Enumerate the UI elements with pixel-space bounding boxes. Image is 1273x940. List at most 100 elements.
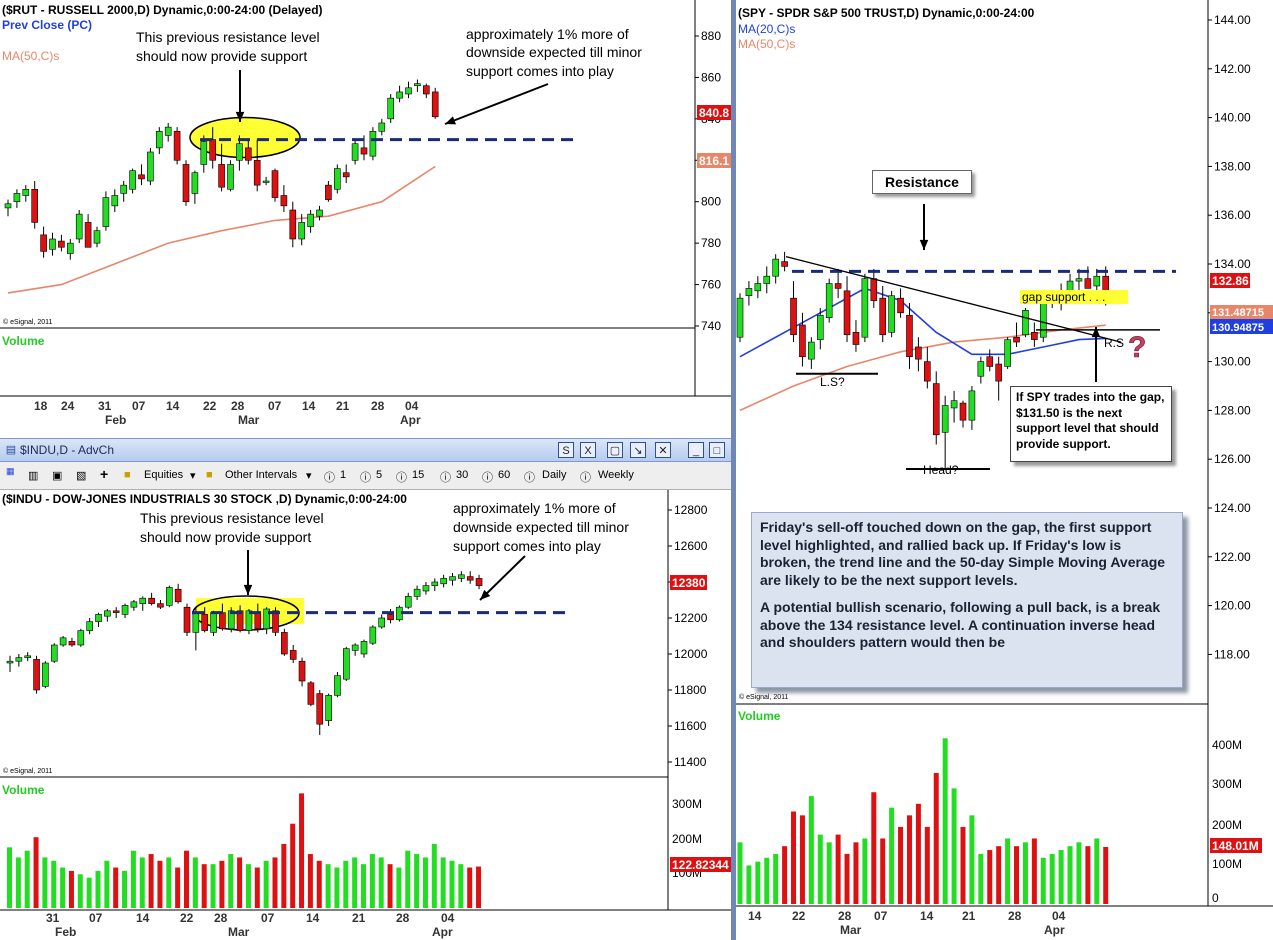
interval-15-icon[interactable]: ⓘ [396, 472, 407, 484]
gap-support-callout: If SPY trades into the gap, $131.50 is t… [1010, 386, 1172, 462]
indu-annotation-right-2: downside expected till minor [453, 519, 629, 535]
pin-icon[interactable]: ✕ [655, 442, 671, 458]
indu-volume-bar [458, 864, 464, 908]
spy-volume-bar [1005, 838, 1011, 904]
daily-button[interactable]: Daily [542, 469, 567, 481]
spy-x-tick-label: 21 [962, 909, 976, 923]
indu-volume-bar [157, 860, 163, 908]
spy-volume-bar [808, 796, 814, 904]
spy-y-tick-label: 136.00 [1214, 208, 1251, 222]
rut-ma50-line [7, 165, 436, 294]
spy-volume-bar [782, 846, 788, 904]
link-button-icon[interactable]: ▦ [6, 466, 15, 476]
save-icon[interactable]: ▣ [52, 470, 63, 482]
indu-candle-body [449, 576, 456, 581]
spy-volume-bar [826, 842, 832, 904]
indu-x-tick-label: 31 [46, 911, 60, 925]
equities-menu[interactable]: Equities [144, 469, 184, 481]
interval-1-button[interactable]: 1 [340, 469, 347, 481]
spy-candle-body [736, 297, 744, 338]
spy-volume-bar [978, 853, 984, 904]
rut-ma-label: MA(50,C)s [2, 49, 59, 63]
rut-candle-body [13, 193, 21, 203]
indu-volume-bar [219, 860, 225, 908]
rut-candle-body [280, 195, 288, 207]
rut-header: ($RUT - RUSSELL 2000,D) Dynamic,0:00-24:… [2, 3, 323, 17]
spy-volume-bar [862, 838, 868, 904]
rut-candle-body [49, 238, 56, 250]
interval-15-button[interactable]: 15 [412, 469, 425, 481]
indu-y-tick-label: 11800 [674, 683, 707, 697]
interval-60-button[interactable]: 60 [498, 469, 511, 481]
spy-candle-body [799, 324, 806, 358]
indu-volume-bar [24, 850, 30, 908]
restore-window-icon[interactable]: ▢ [607, 442, 623, 458]
link-icon[interactable]: S [558, 442, 574, 458]
spy-ma50-line [739, 324, 1106, 412]
chart-icon[interactable]: ▧ [76, 470, 87, 482]
indu-candle-body [50, 644, 58, 662]
interval-5-icon[interactable]: ⓘ [360, 472, 371, 484]
spy-candle-body [1004, 339, 1011, 367]
rut-x-tick-label: 14 [302, 399, 316, 413]
add-icon[interactable]: + [100, 466, 109, 482]
spy-chart: 118.00 120.00 122.00 124.00 126.00 128.00 130.… [736, 0, 1273, 940]
intervals-dropdown-icon[interactable]: ▾ [306, 470, 312, 482]
indu-window-titlebar[interactable]: ▤ $INDU,D - AdvCh S X ▢ ↘ ✕ _ □ [0, 438, 731, 462]
panel-divider[interactable] [731, 0, 736, 940]
spy-volume-bar [844, 853, 850, 904]
move-window-icon[interactable]: ↘ [630, 442, 646, 458]
rut-arrow-down-head [235, 111, 245, 122]
indu-arrow-left [479, 555, 526, 601]
interval-5-button[interactable]: 5 [376, 469, 383, 481]
indu-x-tick-label: 21 [352, 911, 366, 925]
rut-candle-body [414, 83, 421, 87]
rut-candle-body [325, 184, 332, 200]
minimize-icon[interactable]: _ [688, 442, 704, 458]
interval-60-icon[interactable]: ⓘ [482, 472, 493, 484]
daily-icon[interactable]: ⓘ [524, 472, 535, 484]
spy-volume-bar [773, 853, 779, 904]
table-icon[interactable]: ▥ [28, 470, 39, 482]
rut-x-tick-label: 22 [203, 399, 217, 413]
indu-arrow-left-head [480, 589, 491, 600]
indu-volume-bar [369, 854, 375, 908]
indu-annotation-right-3: support comes into play [453, 538, 601, 554]
spy-month-label: Apr [1044, 923, 1065, 937]
rut-candle-body [289, 209, 297, 240]
interval-30-icon[interactable]: ⓘ [440, 472, 451, 484]
maximize-icon[interactable]: □ [709, 442, 725, 458]
indu-candle-body [15, 657, 23, 662]
indu-candle-body [6, 660, 14, 664]
rut-x-tick-label: 07 [132, 399, 146, 413]
indu-candle-body [431, 581, 439, 586]
indu-candle-body [24, 655, 32, 658]
indu-y-tick-label: 12000 [674, 647, 708, 661]
indu-copyright: © eSignal, 2011 [3, 767, 53, 775]
rut-candle-body [351, 143, 359, 161]
rut-month-label: Apr [400, 413, 421, 427]
other-intervals-menu[interactable]: Other Intervals [225, 469, 298, 481]
weekly-icon[interactable]: ⓘ [580, 472, 591, 484]
weekly-button[interactable]: Weekly [598, 469, 634, 481]
spy-y-tick-label: 144.00 [1214, 13, 1251, 27]
spy-candle-body [745, 288, 753, 297]
interval-1-icon[interactable]: ⓘ [324, 472, 335, 484]
spy-y-tick-label: 118.00 [1214, 647, 1250, 661]
ix-icon[interactable]: X [580, 442, 596, 458]
spy-last-price: 132.86 [1212, 274, 1249, 288]
spy-volume-bar [1067, 846, 1073, 904]
spy-candle-body [888, 295, 895, 333]
spy-candle-body [790, 297, 797, 336]
indu-candle-body [245, 610, 253, 631]
spy-header: (SPY - SPDR S&P 500 TRUST,D) Dynamic,0:0… [738, 6, 1035, 20]
rut-last-price: 840.8 [699, 106, 729, 120]
indu-chart-panel: 1140011600118001200012200124001260012800… [0, 490, 731, 940]
interval-30-button[interactable]: 30 [456, 469, 469, 481]
gap-support-highlight [1020, 290, 1128, 304]
indu-x-tick-label: 14 [136, 911, 150, 925]
equities-dropdown-icon[interactable]: ▾ [190, 470, 196, 482]
indu-candle-body [334, 675, 341, 696]
rut-candle-body [431, 91, 439, 118]
indu-candle-body [342, 648, 350, 680]
